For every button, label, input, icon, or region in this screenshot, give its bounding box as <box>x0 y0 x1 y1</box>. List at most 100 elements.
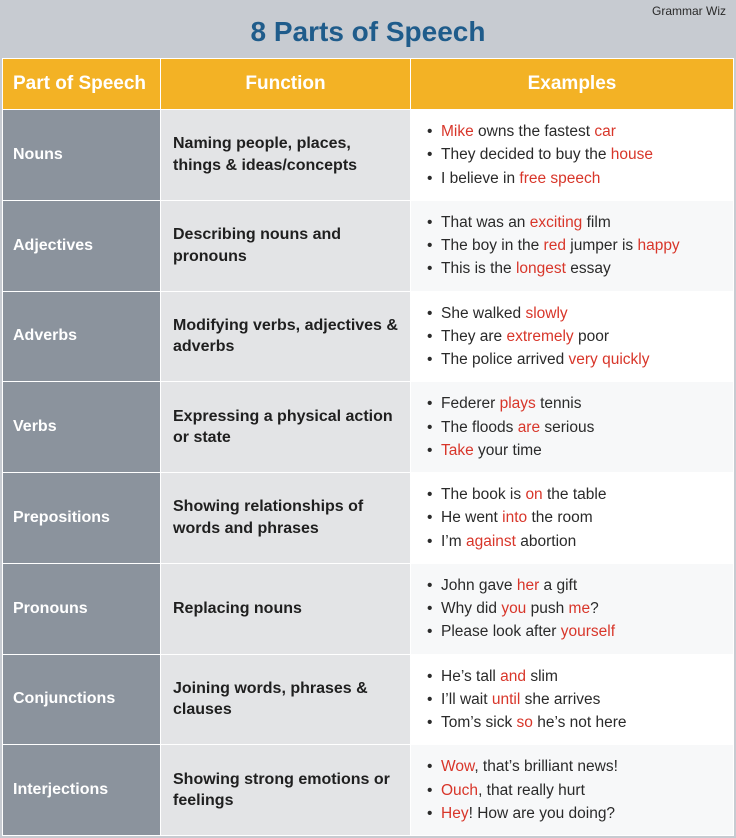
table-row: ConjunctionsJoining words, phrases & cla… <box>3 654 734 745</box>
highlight-word: against <box>466 533 516 550</box>
examples-cell: Wow, that’s brilliant news!Ouch, that re… <box>411 745 734 836</box>
example-item: I’m against abortion <box>427 530 721 553</box>
table-row: NounsNaming people, places, things & ide… <box>3 110 734 201</box>
part-of-speech-cell: Prepositions <box>3 473 161 564</box>
example-item: Hey! How are you doing? <box>427 802 721 825</box>
highlight-word: on <box>525 486 542 503</box>
function-cell: Naming people, places, things & ideas/co… <box>161 110 411 201</box>
example-item: He’s tall and slim <box>427 665 721 688</box>
highlight-word: Mike <box>441 123 474 140</box>
example-item: Federer plays tennis <box>427 392 721 415</box>
example-item: They are extremely poor <box>427 325 721 348</box>
example-item: Ouch, that really hurt <box>427 779 721 802</box>
examples-cell: He’s tall and slimI’ll wait until she ar… <box>411 654 734 745</box>
highlight-word: are <box>518 419 540 436</box>
highlight-word: Wow <box>441 758 474 775</box>
example-item: Take your time <box>427 439 721 462</box>
highlight-word: free speech <box>519 170 600 187</box>
header-examples: Examples <box>411 59 734 110</box>
table-row: PrepositionsShowing relationships of wor… <box>3 473 734 564</box>
function-cell: Expressing a physical action or state <box>161 382 411 473</box>
example-item: That was an exciting film <box>427 211 721 234</box>
highlight-word: exciting <box>530 214 583 231</box>
example-item: Why did you push me? <box>427 597 721 620</box>
function-cell: Showing relationships of words and phras… <box>161 473 411 564</box>
examples-list: Mike owns the fastest carThey decided to… <box>423 120 721 190</box>
highlight-word: extremely <box>506 328 573 345</box>
highlight-word: very quickly <box>569 351 650 368</box>
part-of-speech-cell: Pronouns <box>3 563 161 654</box>
highlight-word: into <box>502 509 527 526</box>
highlight-word: her <box>517 577 539 594</box>
example-item: She walked slowly <box>427 302 721 325</box>
examples-list: That was an exciting filmThe boy in the … <box>423 211 721 281</box>
function-cell: Replacing nouns <box>161 563 411 654</box>
examples-list: Wow, that’s brilliant news!Ouch, that re… <box>423 755 721 825</box>
examples-list: John gave her a giftWhy did you push me?… <box>423 574 721 644</box>
part-of-speech-cell: Adjectives <box>3 200 161 291</box>
highlight-word: you <box>501 600 526 617</box>
examples-cell: She walked slowlyThey are extremely poor… <box>411 291 734 382</box>
function-cell: Describing nouns and pronouns <box>161 200 411 291</box>
highlight-word: car <box>594 123 616 140</box>
highlight-word: Take <box>441 442 474 459</box>
examples-cell: John gave her a giftWhy did you push me?… <box>411 563 734 654</box>
examples-list: Federer plays tennisThe floods are serio… <box>423 392 721 462</box>
examples-cell: Federer plays tennisThe floods are serio… <box>411 382 734 473</box>
parts-of-speech-table: Part of Speech Function Examples NounsNa… <box>2 58 734 836</box>
part-of-speech-cell: Adverbs <box>3 291 161 382</box>
part-of-speech-cell: Verbs <box>3 382 161 473</box>
brand-label: Grammar Wiz <box>652 4 726 18</box>
function-cell: Modifying verbs, adjectives & adverbs <box>161 291 411 382</box>
examples-cell: That was an exciting filmThe boy in the … <box>411 200 734 291</box>
example-item: The boy in the red jumper is happy <box>427 234 721 257</box>
table-row: VerbsExpressing a physical action or sta… <box>3 382 734 473</box>
part-of-speech-cell: Conjunctions <box>3 654 161 745</box>
example-item: Wow, that’s brilliant news! <box>427 755 721 778</box>
highlight-word: and <box>500 668 526 685</box>
table-row: PronounsReplacing nounsJohn gave her a g… <box>3 563 734 654</box>
header-part-of-speech: Part of Speech <box>3 59 161 110</box>
examples-cell: The book is on the tableHe went into the… <box>411 473 734 564</box>
highlight-word: slowly <box>525 305 567 322</box>
example-item: The police arrived very quickly <box>427 348 721 371</box>
infographic-container: Grammar Wiz 8 Parts of Speech Part of Sp… <box>0 0 736 838</box>
example-item: They decided to buy the house <box>427 143 721 166</box>
header-function: Function <box>161 59 411 110</box>
highlight-word: red <box>544 237 566 254</box>
example-item: I believe in free speech <box>427 167 721 190</box>
page-title: 8 Parts of Speech <box>2 16 734 48</box>
function-cell: Joining words, phrases & clauses <box>161 654 411 745</box>
highlight-word: plays <box>500 395 536 412</box>
table-row: AdjectivesDescribing nouns and pronounsT… <box>3 200 734 291</box>
example-item: Tom’s sick so he’s not here <box>427 711 721 734</box>
highlight-word: me <box>569 600 591 617</box>
highlight-word: so <box>517 714 533 731</box>
example-item: He went into the room <box>427 506 721 529</box>
table-row: AdverbsModifying verbs, adjectives & adv… <box>3 291 734 382</box>
highlight-word: longest <box>516 260 566 277</box>
highlight-word: Ouch <box>441 782 478 799</box>
title-bar: Grammar Wiz 8 Parts of Speech <box>2 2 734 58</box>
example-item: Mike owns the fastest car <box>427 120 721 143</box>
table-header-row: Part of Speech Function Examples <box>3 59 734 110</box>
table-row: InterjectionsShowing strong emotions or … <box>3 745 734 836</box>
example-item: This is the longest essay <box>427 257 721 280</box>
example-item: The floods are serious <box>427 416 721 439</box>
example-item: Please look after yourself <box>427 620 721 643</box>
examples-list: He’s tall and slimI’ll wait until she ar… <box>423 665 721 735</box>
highlight-word: Hey <box>441 805 469 822</box>
example-item: The book is on the table <box>427 483 721 506</box>
highlight-word: until <box>492 691 520 708</box>
part-of-speech-cell: Nouns <box>3 110 161 201</box>
examples-cell: Mike owns the fastest carThey decided to… <box>411 110 734 201</box>
highlight-word: house <box>611 146 653 163</box>
example-item: I’ll wait until she arrives <box>427 688 721 711</box>
examples-list: The book is on the tableHe went into the… <box>423 483 721 553</box>
examples-list: She walked slowlyThey are extremely poor… <box>423 302 721 372</box>
highlight-word: happy <box>637 237 679 254</box>
function-cell: Showing strong emotions or feelings <box>161 745 411 836</box>
example-item: John gave her a gift <box>427 574 721 597</box>
part-of-speech-cell: Interjections <box>3 745 161 836</box>
highlight-word: yourself <box>561 623 615 640</box>
